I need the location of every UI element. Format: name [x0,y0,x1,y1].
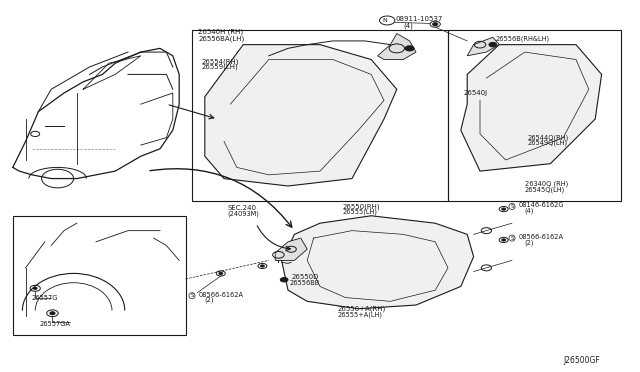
Polygon shape [467,37,499,56]
Circle shape [405,46,414,51]
Text: (4): (4) [403,23,413,29]
Text: 08566-6162A: 08566-6162A [518,234,563,240]
Polygon shape [378,33,416,60]
Text: 08146-6162G: 08146-6162G [518,202,564,208]
Text: N: N [382,18,387,23]
Text: 26557GA: 26557GA [40,321,70,327]
Circle shape [433,23,438,26]
Text: J26500GF: J26500GF [563,356,600,365]
Polygon shape [282,216,474,309]
Circle shape [50,312,55,315]
Circle shape [260,265,264,267]
Text: S: S [510,235,514,241]
Text: 26340Q (RH): 26340Q (RH) [525,181,568,187]
Circle shape [33,287,37,289]
Text: 26556BA(LH): 26556BA(LH) [198,36,244,42]
Text: 26554(RH): 26554(RH) [202,58,239,65]
Polygon shape [205,45,397,186]
Text: 26545Q(LH): 26545Q(LH) [525,186,565,193]
Text: (2): (2) [205,297,214,304]
Text: 08566-6162A: 08566-6162A [198,292,243,298]
Bar [448,30,621,201]
Text: 26549Q(LH): 26549Q(LH) [528,140,568,147]
Polygon shape [275,238,307,260]
Text: (4): (4) [525,208,534,214]
Circle shape [502,208,506,210]
Polygon shape [461,45,602,171]
Text: 26555(LH): 26555(LH) [342,209,378,215]
Text: 26544Q(RH): 26544Q(RH) [528,134,569,141]
Text: 26550D: 26550D [291,274,319,280]
Text: (2): (2) [525,239,534,246]
Circle shape [489,42,497,47]
Text: 08911-10537: 08911-10537 [396,16,443,22]
Circle shape [502,239,506,241]
Text: 26559(LH): 26559(LH) [202,64,238,70]
Text: (24093M): (24093M) [227,210,259,217]
Text: 26555+A(LH): 26555+A(LH) [338,311,383,318]
Text: S: S [510,204,514,209]
Text: 26557G: 26557G [32,295,58,301]
Bar [13,216,186,335]
Text: S: S [190,293,194,298]
Text: 26540J: 26540J [464,90,488,96]
Bar [192,30,448,201]
Text: 26556B(RH&LH): 26556B(RH&LH) [496,36,550,42]
Circle shape [219,272,223,275]
Text: SEC.240: SEC.240 [227,205,256,211]
Text: 26556BB: 26556BB [289,280,319,286]
Text: 26540H (RH): 26540H (RH) [198,28,244,35]
Text: 26550+A(RH): 26550+A(RH) [338,305,386,312]
Circle shape [280,278,288,282]
Text: 26550(RH): 26550(RH) [342,203,380,210]
